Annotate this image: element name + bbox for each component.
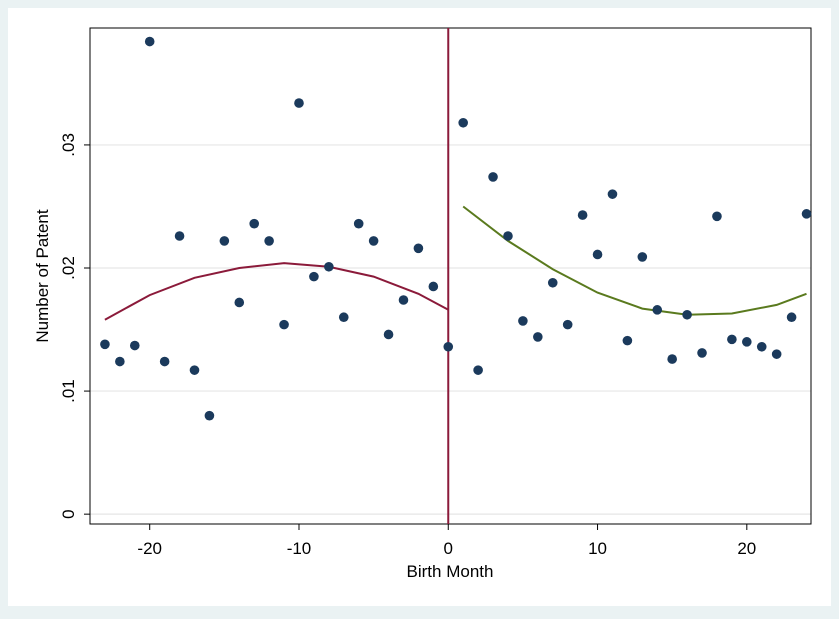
y-tick-label: 0: [59, 509, 78, 518]
gridlines: [90, 144, 811, 515]
data-point: [324, 261, 334, 272]
data-point: [697, 348, 707, 358]
data-point: [712, 211, 722, 222]
y-tick-label: .02: [59, 256, 78, 280]
data-point: [547, 277, 558, 288]
y-axis-label: Number of Patent: [33, 209, 52, 343]
fit-lines: [104, 205, 807, 321]
data-point: [443, 341, 454, 352]
data-point: [309, 271, 319, 282]
data-point: [592, 249, 603, 260]
x-tick-label: 20: [737, 539, 756, 558]
data-point: [801, 209, 812, 219]
data-point: [756, 341, 767, 352]
data-point: [129, 340, 140, 351]
data-point: [159, 356, 170, 367]
x-axis-ticks: -20 -10 0 10 20: [137, 524, 756, 558]
x-axis-label: Birth Month: [407, 562, 494, 581]
data-point: [279, 319, 289, 330]
data-point: [622, 335, 633, 346]
fit-line-right: [462, 205, 807, 316]
data-point: [100, 339, 110, 350]
data-point: [413, 243, 424, 254]
data-point: [174, 231, 185, 241]
data-point: [771, 349, 782, 359]
data-point: [398, 295, 409, 305]
data-point: [294, 98, 304, 108]
y-axis-ticks: 0 .01 .02 .03: [59, 133, 90, 519]
data-point: [234, 297, 245, 308]
data-point: [219, 236, 230, 246]
y-tick-label: .03: [59, 133, 78, 157]
data-point: [264, 236, 274, 246]
figure-background: [8, 8, 831, 606]
data-point: [115, 356, 125, 367]
data-point: [607, 189, 618, 199]
data-point: [727, 334, 737, 345]
data-point: [144, 36, 155, 47]
data-point: [458, 117, 468, 128]
data-point: [353, 218, 364, 229]
data-point: [637, 252, 648, 262]
data-point: [682, 309, 692, 320]
data-point: [189, 365, 200, 375]
x-tick-label: -10: [287, 539, 312, 558]
data-point: [249, 218, 260, 229]
data-point: [518, 316, 528, 326]
data-point: [488, 172, 498, 182]
x-tick-label: 10: [588, 539, 607, 558]
data-point: [652, 305, 663, 315]
y-tick-label: .01: [59, 379, 78, 403]
data-point: [204, 410, 215, 421]
fit-line-left: [104, 262, 449, 321]
data-point: [742, 337, 752, 347]
data-point: [368, 236, 379, 246]
data-point: [577, 210, 588, 220]
data-point: [562, 319, 573, 330]
data-point: [667, 354, 677, 364]
data-point: [428, 281, 439, 292]
data-point: [473, 365, 483, 375]
data-point: [383, 329, 394, 340]
data-point: [503, 231, 513, 241]
x-tick-label: 0: [444, 539, 453, 558]
data-point: [338, 312, 349, 323]
plot-frame: [89, 27, 812, 525]
data-point: [533, 332, 543, 342]
x-tick-label: -20: [137, 539, 162, 558]
data-point: [786, 312, 797, 323]
data-points: [100, 36, 812, 421]
